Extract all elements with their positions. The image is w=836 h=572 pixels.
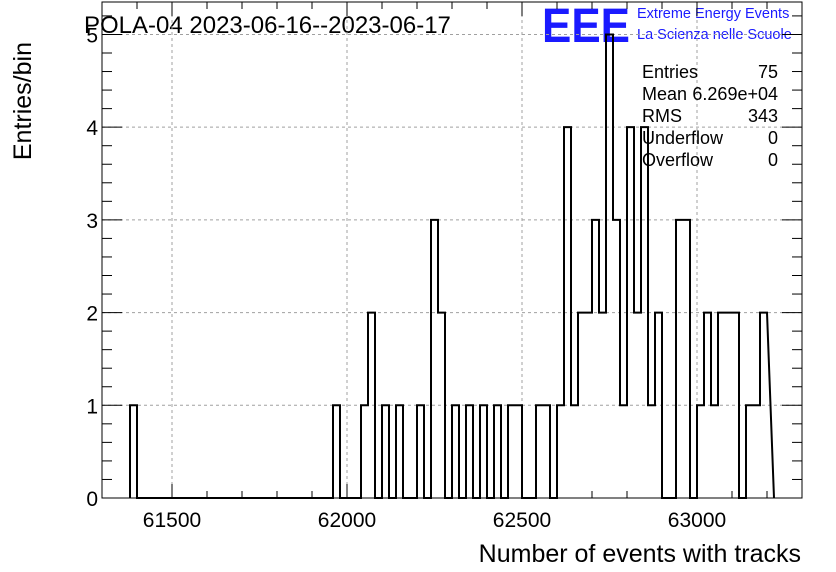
histogram-bin: [431, 220, 438, 498]
y-tick-label: 0: [86, 488, 98, 511]
x-tick-label: 63000: [668, 509, 726, 532]
axis-ticks: [101, 2, 803, 499]
stats-rms-label: RMS: [642, 106, 682, 126]
x-tick-label: 62000: [318, 509, 376, 532]
y-tick-label: 1: [86, 395, 98, 418]
histogram-bin: [648, 405, 655, 498]
histogram-bin: [130, 405, 137, 498]
y-tick-label: 4: [86, 117, 98, 140]
histogram-bin: [620, 405, 627, 498]
histogram-bin: [711, 405, 718, 498]
eee-logo: EEE Extreme Energy Events La Scienza nel…: [542, 0, 792, 53]
stats-rms-value: 343: [748, 106, 778, 126]
histogram-bin: [480, 405, 487, 498]
histogram-bin: [508, 405, 515, 498]
stats-overflow-label: Overflow: [642, 150, 714, 170]
x-axis-label: Number of events with tracks: [479, 540, 801, 568]
histogram-bin: [676, 220, 690, 498]
histogram-bin: [417, 405, 424, 498]
chart-title: POLA-04 2023-06-16--2023-06-17: [84, 12, 451, 39]
histogram-bin: [382, 405, 389, 498]
histogram-bin: [592, 220, 599, 498]
histogram-bin: [515, 405, 522, 498]
histogram-bin: [333, 405, 340, 498]
histogram-bin: [396, 405, 403, 498]
histogram-bin: [697, 405, 704, 498]
histogram-bin: [557, 405, 564, 498]
y-tick-label: 5: [86, 24, 98, 47]
eee-logo-letters: EEE: [542, 0, 630, 53]
stats-mean-value: 6.269e+04: [692, 84, 778, 104]
eee-logo-line1: Extreme Energy Events: [637, 6, 789, 22]
histogram-bin: [613, 220, 620, 498]
stats-underflow-label: Underflow: [642, 128, 724, 148]
histogram-bin: [466, 405, 473, 498]
stats-underflow-value: 0: [768, 128, 778, 148]
histogram-bin: [452, 405, 459, 498]
histogram-bin: [361, 405, 368, 498]
y-axis-label: Entries/bin: [9, 42, 37, 160]
y-tick-label: 2: [86, 303, 98, 326]
histogram-bin: [606, 34, 613, 498]
stats-mean-label: Mean: [642, 84, 687, 104]
stats-box: Entries 75 Mean 6.269e+04 RMS 343 Underf…: [642, 62, 778, 170]
histogram-bin: [571, 405, 578, 498]
histogram-bin: [536, 405, 550, 498]
x-tick-label: 61500: [143, 509, 201, 532]
eee-logo-line2: La Scienza nelle Scuole: [637, 27, 792, 43]
stats-entries-label: Entries: [642, 62, 698, 82]
histogram-bin: [494, 405, 501, 498]
x-tick-label: 62500: [493, 509, 551, 532]
histogram-bin: [746, 405, 760, 498]
grid: [102, 2, 802, 498]
stats-overflow-value: 0: [768, 150, 778, 170]
tick-labels: 61500 62000 62500 63000 0 1 2 3 4 5: [86, 24, 726, 532]
stats-entries-value: 75: [758, 62, 778, 82]
y-tick-label: 3: [86, 210, 98, 233]
